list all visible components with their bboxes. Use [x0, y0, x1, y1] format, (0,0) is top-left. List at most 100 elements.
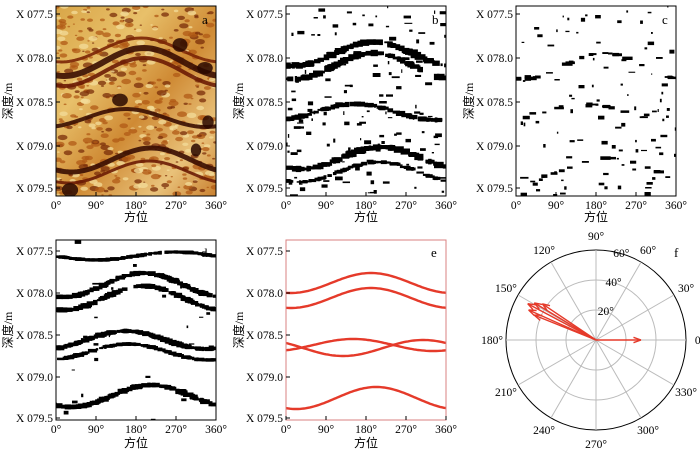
- noise-fragment: [561, 179, 564, 182]
- polar-angle-label: 330°: [675, 387, 697, 399]
- texture-speck: [202, 33, 211, 39]
- panel-letter-f: f: [674, 245, 679, 260]
- fracture-fragment: [71, 404, 82, 409]
- texture-speck: [114, 175, 118, 177]
- fracture-fragment: [296, 181, 300, 183]
- noise-fragment: [349, 84, 353, 88]
- texture-speck: [70, 114, 77, 118]
- texture-speck: [187, 130, 195, 135]
- fracture-fragment: [140, 344, 151, 347]
- ytick-label: X 078.0: [16, 288, 53, 300]
- noise-fragment: [206, 312, 211, 315]
- texture-speck: [56, 52, 60, 54]
- texture-speck: [78, 126, 82, 129]
- texture-speck: [134, 105, 139, 109]
- fracture-fragment: [410, 64, 420, 69]
- texture-speck: [99, 18, 105, 22]
- ytick-label: X 078.5: [246, 97, 283, 109]
- noise-fragment: [635, 139, 637, 143]
- noise-fragment: [322, 122, 326, 126]
- noise-fragment: [425, 82, 433, 86]
- texture-speck: [135, 77, 142, 81]
- texture-speck: [93, 141, 98, 144]
- texture-speck: [158, 119, 167, 125]
- noise-fragment: [617, 185, 622, 190]
- texture-speck: [183, 93, 193, 99]
- fracture-fragment: [370, 49, 378, 57]
- texture-speck: [162, 81, 171, 86]
- noise-fragment: [362, 14, 365, 17]
- texture-blob: [112, 93, 128, 107]
- noise-fragment: [661, 83, 668, 87]
- noise-fragment: [342, 181, 350, 184]
- texture-speck: [59, 30, 69, 36]
- polar-radius-label: 20°: [598, 306, 615, 318]
- texture-speck: [161, 183, 170, 188]
- texture-speck: [99, 142, 106, 146]
- fracture-fragment: [568, 60, 574, 64]
- fracture-fragment: [57, 357, 65, 361]
- texture-speck: [82, 137, 93, 144]
- texture-speck: [56, 45, 61, 50]
- noise-fragment: [558, 105, 564, 108]
- noise-fragment: [317, 34, 321, 36]
- fracture-fragment: [90, 258, 101, 262]
- noise-fragment: [580, 17, 586, 22]
- texture-band: [56, 159, 216, 185]
- fracture-fragment: [612, 52, 619, 57]
- fracture-fragment: [86, 402, 94, 406]
- texture-speck: [203, 86, 211, 90]
- noise-fragment: [343, 90, 347, 94]
- noise-fragment: [659, 98, 662, 103]
- texture-speck: [177, 111, 187, 117]
- noise-fragment: [92, 282, 100, 285]
- noise-fragment: [368, 23, 374, 27]
- polar-spoke: [550, 261, 597, 341]
- texture-speck: [172, 130, 180, 135]
- ytick-label: X 078.5: [16, 330, 53, 342]
- fracture-fragment: [377, 106, 389, 110]
- fracture-fragment: [162, 288, 168, 292]
- noise-fragment: [332, 24, 339, 28]
- texture-speck: [103, 189, 109, 193]
- texture-speck: [88, 28, 94, 32]
- xtick-label: 270°: [165, 200, 187, 212]
- noise-fragment: [94, 316, 98, 319]
- fracture-fragment: [421, 118, 433, 121]
- fracture-fragment: [298, 180, 302, 184]
- fracture-fragment: [124, 329, 128, 333]
- ytick-label: X 078.5: [476, 97, 513, 109]
- fracture-fragment: [312, 164, 321, 170]
- noise-fragment: [366, 171, 372, 176]
- ytick-label: X 078.0: [16, 53, 53, 65]
- texture-speck: [167, 106, 173, 110]
- fracture-fragment: [78, 353, 82, 356]
- fracture-fragment: [372, 144, 377, 151]
- ytick-label: X 077.5: [16, 9, 53, 21]
- texture-speck: [106, 8, 110, 11]
- fracture-fragment: [159, 250, 162, 255]
- fracture-fragment: [196, 357, 199, 362]
- xtick-label: 360°: [435, 424, 457, 436]
- texture-speck: [190, 97, 194, 100]
- ytick-label: X 079.0: [246, 141, 283, 153]
- noise-fragment: [323, 112, 327, 116]
- texture-speck: [84, 50, 91, 54]
- fracture-fragment: [399, 165, 411, 169]
- fracture-fragment: [151, 346, 156, 349]
- texture-speck: [124, 18, 134, 23]
- fracture-fragment: [366, 39, 376, 45]
- fracture-fragment: [192, 395, 198, 401]
- texture-speck: [133, 12, 138, 15]
- noise-fragment: [361, 116, 364, 118]
- noise-fragment: [391, 76, 400, 79]
- noise-fragment: [299, 187, 306, 192]
- panel-b-plot: [285, 5, 447, 197]
- fracture-fragment: [644, 166, 651, 169]
- texture-speck: [136, 40, 145, 46]
- noise-fragment: [181, 398, 187, 402]
- texture-speck: [74, 90, 80, 93]
- texture-speck: [59, 179, 63, 181]
- ytick-label: X 079.0: [16, 141, 53, 153]
- noise-fragment: [364, 140, 372, 145]
